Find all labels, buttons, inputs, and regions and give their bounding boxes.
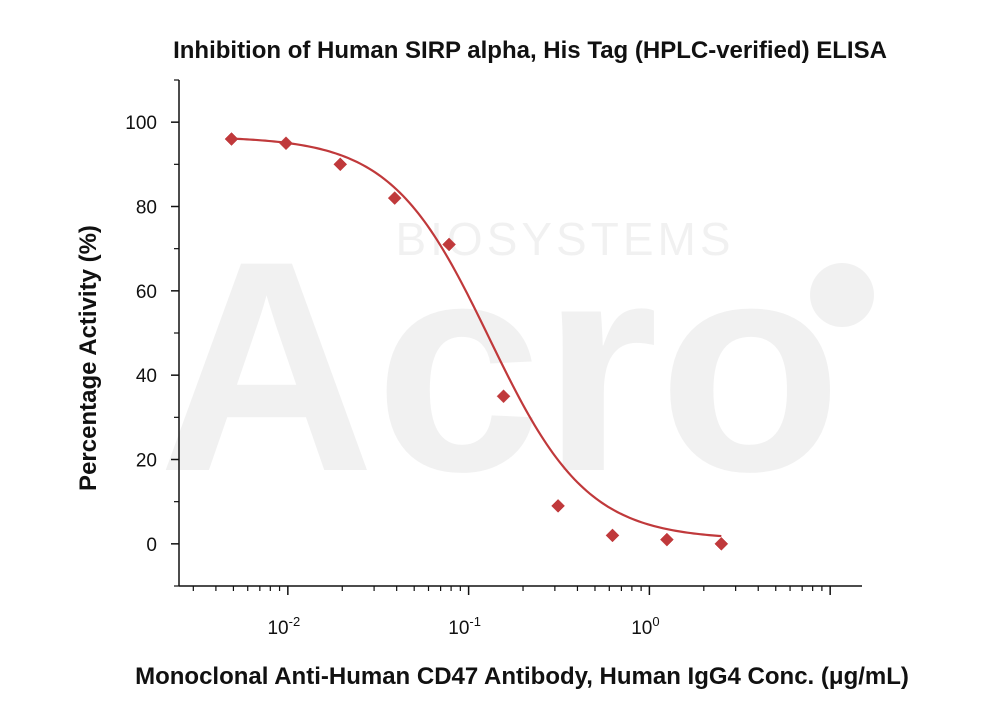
y-axis-label: Percentage Activity (%) (75, 225, 102, 491)
y-tick-label: 20 (136, 451, 157, 472)
data-point (279, 136, 293, 151)
watermark-text: Acro (158, 198, 842, 534)
y-tick-label: 100 (125, 113, 157, 134)
x-ticks: 10-2 10-1 100 (192, 586, 831, 639)
y-tick-label: 60 (136, 282, 157, 303)
x-tick-label: 10-1 (448, 614, 481, 639)
y-tick-label: 40 (136, 366, 157, 387)
fit-curve (231, 137, 722, 538)
data-point (387, 191, 402, 205)
watermark-dot (810, 263, 874, 327)
data-point (605, 528, 620, 543)
x-axis-label: Monoclonal Anti-Human CD47 Antibody, Hum… (135, 663, 909, 690)
data-points (224, 132, 729, 551)
data-point (496, 389, 511, 404)
watermark-subtext: BIOSYSTEMS (395, 213, 734, 265)
y-tick-label: 0 (146, 535, 157, 556)
y-ticks: 0 20 40 60 80 100 (125, 79, 179, 587)
watermark-logo: Acro BIOSYSTEMS (158, 198, 874, 534)
y-tick-label: 80 (136, 198, 157, 219)
data-point (714, 536, 729, 551)
x-tick-label: 100 (631, 614, 659, 639)
data-point (333, 157, 348, 172)
data-point (660, 532, 674, 547)
x-tick-label: 10-2 (267, 614, 300, 639)
data-point (224, 132, 239, 146)
chart-title: Inhibition of Human SIRP alpha, His Tag … (173, 37, 887, 64)
data-point (551, 499, 565, 513)
data-point (442, 237, 456, 252)
